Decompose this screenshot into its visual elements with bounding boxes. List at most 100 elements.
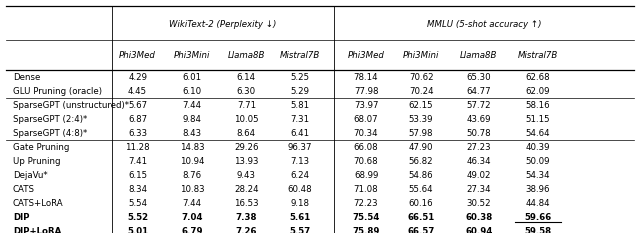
Text: 60.94: 60.94 bbox=[465, 226, 492, 233]
Text: 5.57: 5.57 bbox=[289, 226, 310, 233]
Text: 7.31: 7.31 bbox=[290, 114, 309, 123]
Text: WikiText-2 (Perplexity ↓): WikiText-2 (Perplexity ↓) bbox=[170, 21, 276, 29]
Text: 8.34: 8.34 bbox=[128, 185, 147, 194]
Text: Llama8B: Llama8B bbox=[228, 51, 265, 60]
Text: 6.41: 6.41 bbox=[290, 129, 309, 137]
Text: Llama8B: Llama8B bbox=[460, 51, 497, 60]
Text: 6.10: 6.10 bbox=[182, 86, 202, 96]
Text: 27.23: 27.23 bbox=[467, 143, 491, 151]
Text: 6.15: 6.15 bbox=[128, 171, 147, 180]
Text: 9.43: 9.43 bbox=[237, 171, 256, 180]
Text: Mistral7B: Mistral7B bbox=[518, 51, 557, 60]
Text: Phi3Med: Phi3Med bbox=[119, 51, 156, 60]
Text: 62.68: 62.68 bbox=[525, 72, 550, 82]
Text: 7.38: 7.38 bbox=[236, 212, 257, 222]
Text: 68.07: 68.07 bbox=[354, 114, 378, 123]
Text: 72.23: 72.23 bbox=[354, 199, 378, 208]
Text: 7.41: 7.41 bbox=[128, 157, 147, 165]
Text: 7.44: 7.44 bbox=[182, 100, 202, 110]
Text: 66.08: 66.08 bbox=[354, 143, 378, 151]
Text: 44.84: 44.84 bbox=[525, 199, 550, 208]
Text: 50.78: 50.78 bbox=[467, 129, 491, 137]
Text: 70.68: 70.68 bbox=[354, 157, 378, 165]
Text: 53.39: 53.39 bbox=[409, 114, 433, 123]
Text: Up Pruning: Up Pruning bbox=[13, 157, 60, 165]
Text: Phi3Mini: Phi3Mini bbox=[403, 51, 439, 60]
Text: 5.29: 5.29 bbox=[290, 86, 309, 96]
Text: 11.28: 11.28 bbox=[125, 143, 150, 151]
Text: 71.08: 71.08 bbox=[354, 185, 378, 194]
Text: SparseGPT (4:8)*: SparseGPT (4:8)* bbox=[13, 129, 87, 137]
Text: 75.54: 75.54 bbox=[353, 212, 380, 222]
Text: 70.62: 70.62 bbox=[409, 72, 433, 82]
Text: 66.51: 66.51 bbox=[408, 212, 435, 222]
Text: 7.13: 7.13 bbox=[290, 157, 309, 165]
Text: 29.26: 29.26 bbox=[234, 143, 259, 151]
Text: 27.34: 27.34 bbox=[467, 185, 491, 194]
Text: 77.98: 77.98 bbox=[354, 86, 378, 96]
Text: 13.93: 13.93 bbox=[234, 157, 259, 165]
Text: 5.61: 5.61 bbox=[289, 212, 310, 222]
Text: 8.76: 8.76 bbox=[182, 171, 202, 180]
Text: 5.25: 5.25 bbox=[290, 72, 309, 82]
Text: 6.33: 6.33 bbox=[128, 129, 147, 137]
Text: 73.97: 73.97 bbox=[354, 100, 378, 110]
Text: SparseGPT (2:4)*: SparseGPT (2:4)* bbox=[13, 114, 87, 123]
Text: 7.44: 7.44 bbox=[182, 199, 202, 208]
Text: 64.77: 64.77 bbox=[467, 86, 491, 96]
Text: 9.18: 9.18 bbox=[290, 199, 309, 208]
Text: 54.64: 54.64 bbox=[525, 129, 550, 137]
Text: 6.01: 6.01 bbox=[182, 72, 202, 82]
Text: DejaVu*: DejaVu* bbox=[13, 171, 47, 180]
Text: 60.38: 60.38 bbox=[465, 212, 492, 222]
Text: 6.24: 6.24 bbox=[290, 171, 309, 180]
Text: 8.43: 8.43 bbox=[182, 129, 202, 137]
Text: 47.90: 47.90 bbox=[409, 143, 433, 151]
Text: 6.14: 6.14 bbox=[237, 72, 256, 82]
Text: 6.30: 6.30 bbox=[237, 86, 256, 96]
Text: 10.83: 10.83 bbox=[180, 185, 204, 194]
Text: 51.15: 51.15 bbox=[525, 114, 550, 123]
Text: 62.09: 62.09 bbox=[525, 86, 550, 96]
Text: 4.29: 4.29 bbox=[128, 72, 147, 82]
Text: 10.05: 10.05 bbox=[234, 114, 259, 123]
Text: 46.34: 46.34 bbox=[467, 157, 491, 165]
Text: 8.64: 8.64 bbox=[237, 129, 256, 137]
Text: 6.79: 6.79 bbox=[181, 226, 203, 233]
Text: 5.54: 5.54 bbox=[128, 199, 147, 208]
Text: MMLU (5-shot accuracy ↑): MMLU (5-shot accuracy ↑) bbox=[427, 21, 541, 29]
Text: 38.96: 38.96 bbox=[525, 185, 550, 194]
Text: 62.15: 62.15 bbox=[409, 100, 433, 110]
Text: 5.52: 5.52 bbox=[127, 212, 148, 222]
Text: 16.53: 16.53 bbox=[234, 199, 259, 208]
Text: 96.37: 96.37 bbox=[287, 143, 312, 151]
Text: DIP: DIP bbox=[13, 212, 29, 222]
Text: Mistral7B: Mistral7B bbox=[280, 51, 319, 60]
Text: 78.14: 78.14 bbox=[354, 72, 378, 82]
Text: 60.16: 60.16 bbox=[409, 199, 433, 208]
Text: 50.09: 50.09 bbox=[525, 157, 550, 165]
Text: 54.34: 54.34 bbox=[525, 171, 550, 180]
Text: SparseGPT (unstructured)*: SparseGPT (unstructured)* bbox=[13, 100, 129, 110]
Text: 70.34: 70.34 bbox=[354, 129, 378, 137]
Text: 57.98: 57.98 bbox=[409, 129, 433, 137]
Text: 55.64: 55.64 bbox=[409, 185, 433, 194]
Text: 6.87: 6.87 bbox=[128, 114, 147, 123]
Text: 70.24: 70.24 bbox=[409, 86, 433, 96]
Text: 4.45: 4.45 bbox=[128, 86, 147, 96]
Text: Dense: Dense bbox=[13, 72, 40, 82]
Text: 56.82: 56.82 bbox=[409, 157, 433, 165]
Text: 7.04: 7.04 bbox=[181, 212, 203, 222]
Text: Gate Pruning: Gate Pruning bbox=[13, 143, 69, 151]
Text: CATS: CATS bbox=[13, 185, 35, 194]
Text: 59.66: 59.66 bbox=[524, 212, 551, 222]
Text: 7.26: 7.26 bbox=[236, 226, 257, 233]
Text: 65.30: 65.30 bbox=[467, 72, 491, 82]
Text: 30.52: 30.52 bbox=[467, 199, 491, 208]
Text: 49.02: 49.02 bbox=[467, 171, 491, 180]
Text: 14.83: 14.83 bbox=[180, 143, 204, 151]
Text: 5.67: 5.67 bbox=[128, 100, 147, 110]
Text: 75.89: 75.89 bbox=[353, 226, 380, 233]
Text: CATS+LoRA: CATS+LoRA bbox=[13, 199, 63, 208]
Text: 5.81: 5.81 bbox=[290, 100, 309, 110]
